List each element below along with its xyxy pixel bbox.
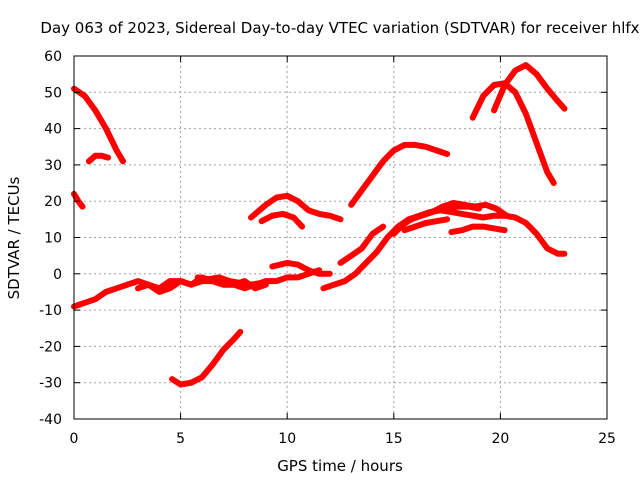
y-tick-label: 10: [44, 231, 62, 247]
grid-lines: [74, 56, 607, 419]
series-layer: [71, 62, 568, 388]
series-line-track-7: [248, 192, 344, 223]
y-tick-label: 0: [53, 267, 62, 283]
series-line-track-6: [169, 328, 244, 388]
y-tick-label: -10: [39, 303, 62, 319]
y-tick-label: 30: [44, 158, 62, 174]
series-line-track-16: [348, 141, 451, 208]
y-tick-label: 60: [44, 49, 62, 65]
series-line-track-11: [337, 223, 387, 266]
y-tick-label: -40: [39, 412, 62, 428]
series-line-track-19: [194, 274, 265, 288]
series-line-track-4: [85, 152, 112, 165]
y-tick-label: 20: [44, 194, 62, 210]
series-line-track-8: [258, 210, 306, 230]
x-tick-label: 0: [70, 431, 79, 447]
x-tick-label: 15: [385, 431, 403, 447]
y-tick-label: 50: [44, 85, 62, 101]
y-axis-label: SDTVAR / TECUs: [5, 176, 23, 299]
axis-ticks: 0 5 10 15 20 25 -40 -30 -20 -10 0 10 20 30 40 50 60: [39, 49, 616, 447]
y-tick-label: 40: [44, 122, 62, 138]
series-line-track-13: [397, 200, 510, 230]
series-line-track-15: [448, 223, 508, 236]
x-tick-label: 20: [491, 431, 509, 447]
x-tick-label: 10: [278, 431, 296, 447]
series-line-track-18: [491, 62, 568, 114]
series-line-track-14: [401, 216, 451, 234]
series-line-track-9: [269, 259, 333, 277]
x-axis-label: GPS time / hours: [277, 457, 403, 475]
y-tick-label: -30: [39, 376, 62, 392]
chart-title: Day 063 of 2023, Sidereal Day-to-day VTE…: [40, 19, 639, 37]
series-line-track-17: [469, 80, 557, 186]
series-line-track-3: [71, 85, 126, 165]
x-tick-label: 25: [598, 431, 616, 447]
y-tick-label: -20: [39, 339, 62, 355]
x-tick-label: 5: [176, 431, 185, 447]
series-line-track-5: [71, 190, 86, 210]
